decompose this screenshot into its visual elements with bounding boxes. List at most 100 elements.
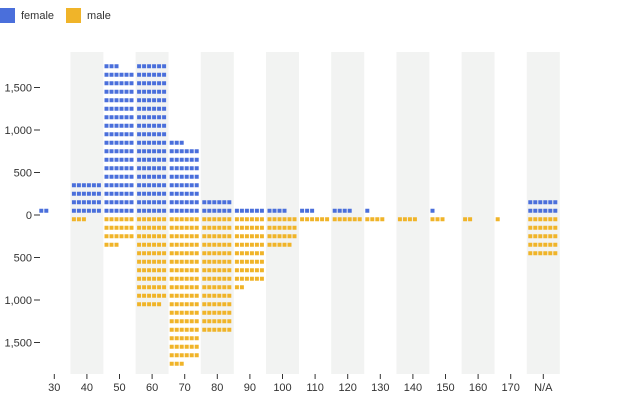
bar-male-50[interactable]: [104, 217, 134, 247]
waffle-cell: [124, 81, 129, 86]
waffle-cell: [222, 268, 227, 273]
bar-female-130[interactable]: [365, 208, 370, 213]
waffle-cell: [157, 268, 162, 273]
waffle-cell: [142, 115, 147, 120]
waffle-cell: [174, 251, 179, 256]
bar-male-120[interactable]: [332, 217, 362, 222]
bar-female-50[interactable]: [104, 64, 134, 213]
bar-male-N/A[interactable]: [528, 217, 558, 256]
bar-female-30[interactable]: [39, 208, 49, 213]
waffle-cell: [104, 64, 109, 69]
waffle-cell: [104, 132, 109, 137]
waffle-cell: [548, 208, 553, 213]
waffle-cell: [104, 123, 109, 128]
bar-female-N/A[interactable]: [528, 200, 558, 213]
waffle-cell: [184, 174, 189, 179]
waffle-cell: [463, 217, 468, 222]
bar-male-110[interactable]: [300, 217, 330, 222]
bar-male-80[interactable]: [202, 217, 232, 332]
waffle-cell: [194, 310, 199, 315]
waffle-cell: [533, 225, 538, 230]
waffle-cell: [212, 259, 217, 264]
waffle-cell: [119, 149, 124, 154]
waffle-cell: [119, 140, 124, 145]
waffle-cell: [81, 191, 86, 196]
waffle-cell: [184, 302, 189, 307]
bar-female-70[interactable]: [169, 140, 199, 213]
waffle-cell: [142, 251, 147, 256]
waffle-cell: [207, 302, 212, 307]
waffle-cell: [222, 242, 227, 247]
waffle-cell: [114, 217, 119, 222]
waffle-cell: [194, 217, 199, 222]
waffle-cell: [332, 208, 337, 213]
waffle-cell: [152, 234, 157, 239]
waffle-cell: [397, 217, 402, 222]
waffle-cell: [162, 166, 167, 171]
waffle-cell: [184, 319, 189, 324]
legend-item-female[interactable]: female: [0, 8, 54, 23]
waffle-cell: [227, 217, 232, 222]
waffle-cell: [157, 285, 162, 290]
waffle-cell: [142, 293, 147, 298]
waffle-cell: [162, 89, 167, 94]
waffle-cell: [137, 81, 142, 86]
waffle-cell: [189, 183, 194, 188]
bar-male-40[interactable]: [71, 217, 86, 222]
waffle-cell: [174, 208, 179, 213]
waffle-cell: [169, 251, 174, 256]
bar-male-90[interactable]: [234, 217, 264, 290]
waffle-cell: [157, 132, 162, 137]
waffle-cell: [179, 302, 184, 307]
waffle-cell: [184, 149, 189, 154]
bar-male-70[interactable]: [169, 217, 199, 366]
bar-male-140[interactable]: [397, 217, 417, 222]
bar-male-170[interactable]: [495, 217, 500, 222]
waffle-cell: [249, 234, 254, 239]
waffle-cell: [147, 64, 152, 69]
waffle-cell: [71, 208, 76, 213]
waffle-cell: [174, 293, 179, 298]
waffle-cell: [179, 251, 184, 256]
bar-female-80[interactable]: [202, 200, 232, 213]
bar-female-90[interactable]: [234, 208, 264, 213]
waffle-cell: [104, 217, 109, 222]
waffle-cell: [347, 208, 352, 213]
waffle-cell: [227, 302, 232, 307]
waffle-cell: [129, 225, 134, 230]
bar-male-100[interactable]: [267, 217, 297, 247]
waffle-cell: [104, 149, 109, 154]
waffle-cell: [169, 208, 174, 213]
legend-label-female: female: [21, 9, 55, 22]
bar-female-40[interactable]: [71, 183, 101, 213]
waffle-cell: [222, 200, 227, 205]
bar-female-120[interactable]: [332, 208, 352, 213]
waffle-cell: [254, 225, 259, 230]
bar-male-60[interactable]: [137, 217, 167, 307]
waffle-cell: [533, 234, 538, 239]
waffle-cell: [222, 251, 227, 256]
waffle-cell: [157, 149, 162, 154]
bar-female-150[interactable]: [430, 208, 435, 213]
bar-female-110[interactable]: [300, 208, 315, 213]
bar-female-60[interactable]: [137, 64, 167, 213]
waffle-cell: [543, 251, 548, 256]
waffle-cell: [169, 361, 174, 366]
waffle-cell: [533, 200, 538, 205]
waffle-cell: [152, 166, 157, 171]
bar-male-130[interactable]: [365, 217, 385, 222]
waffle-cell: [553, 200, 558, 205]
bar-male-150[interactable]: [430, 217, 445, 222]
legend-item-male[interactable]: male: [66, 8, 111, 23]
waffle-cell: [174, 140, 179, 145]
waffle-cell: [179, 285, 184, 290]
waffle-cell: [104, 106, 109, 111]
waffle-cell: [142, 259, 147, 264]
bar-female-100[interactable]: [267, 208, 287, 213]
waffle-cell: [174, 310, 179, 315]
bar-male-160[interactable]: [463, 217, 473, 222]
waffle-cell: [259, 242, 264, 247]
waffle-cell: [174, 234, 179, 239]
waffle-cell: [174, 353, 179, 358]
x-tick-label: 170: [502, 382, 520, 394]
